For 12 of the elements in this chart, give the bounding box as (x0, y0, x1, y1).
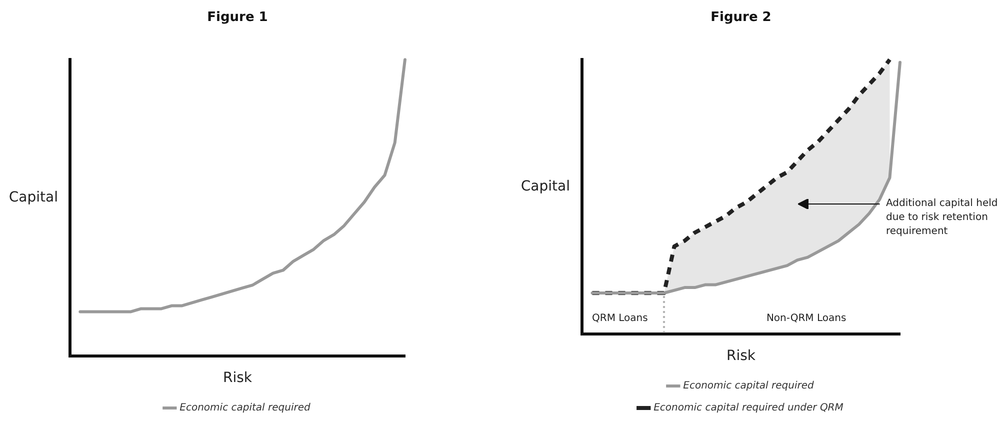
y-axis-title: Capital (520, 178, 570, 195)
annotation: Non-QRM Loans (766, 312, 846, 326)
x-axis-title: Risk (222, 370, 253, 386)
y-axis-title: Capital (8, 190, 58, 206)
legend-label: Economic capital required (683, 380, 814, 392)
x-axis-title: Risk (726, 348, 756, 364)
legend-label: Economic capital required under QRM (654, 402, 844, 414)
chart-title: Figure 1 (207, 10, 268, 26)
chart-title: Figure 2 (710, 10, 772, 26)
annotation: Additional capital held due to risk retention requirement (886, 196, 999, 239)
legend-label: Economic capital required (180, 402, 311, 414)
annotation: QRM Loans (592, 312, 648, 326)
